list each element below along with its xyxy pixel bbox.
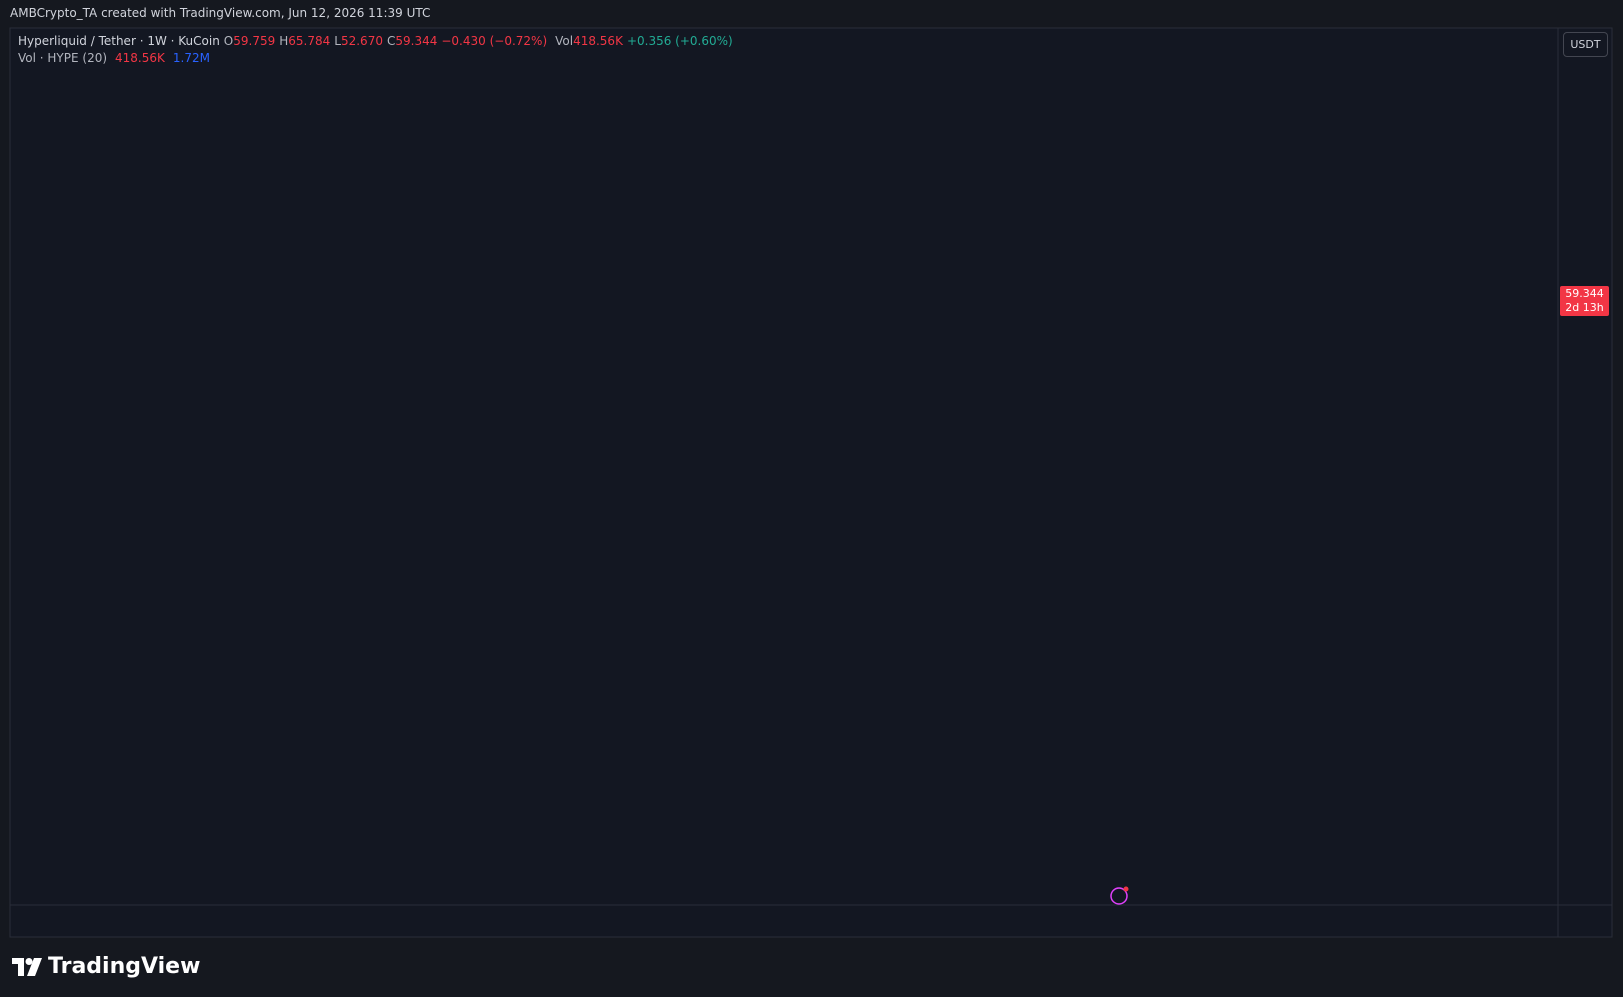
ohlc-key: O: [223, 34, 234, 48]
ohlc-key: L: [334, 34, 341, 48]
ohlc-value: 59.759: [233, 34, 276, 48]
ohlc: O59.759 H65.784 L52.670 C59.344: [224, 34, 438, 48]
price-tag: 59.344 2d 13h: [1560, 285, 1609, 316]
price-tag-countdown: 2d 13h: [1565, 300, 1604, 314]
ohlc-value: 65.784: [288, 34, 331, 48]
logo-icon: [12, 957, 42, 976]
ohlc-key: C: [386, 34, 396, 48]
vol-text: 418.56K: [573, 34, 623, 48]
ohlc-key: H: [279, 34, 289, 48]
volume-ma-value: 1.72M: [172, 51, 210, 65]
brand-text: TradingView: [48, 954, 201, 979]
volume-value: 418.56K: [115, 51, 165, 65]
vol-key: Vol: [555, 34, 574, 48]
ohlc-item: C59.344: [387, 34, 437, 48]
ohlc-item: O59.759: [224, 34, 275, 48]
price-tag-value: 59.344: [1565, 286, 1604, 300]
volume-name: Vol · HYPE (20): [18, 51, 108, 65]
attribution: AMBCrypto_TA created with TradingView.co…: [10, 6, 431, 20]
legend-volume: Vol · HYPE (20) 418.56K 1.72M: [18, 51, 210, 65]
symbol: Hyperliquid / Tether · 1W · KuCoin: [18, 34, 220, 48]
legend-main: Hyperliquid / Tether · 1W · KuCoin O59.7…: [18, 34, 733, 48]
brand-logo: TradingView: [12, 954, 200, 979]
ohlc-value: 52.670: [340, 34, 383, 48]
currency-button[interactable]: USDT: [1563, 32, 1608, 57]
ohlc-item: L52.670: [334, 34, 383, 48]
alert-dot: [1123, 886, 1129, 892]
ohlc-item: H65.784: [279, 34, 330, 48]
ohlc-value: 59.344: [395, 34, 438, 48]
alert-icon[interactable]: [1110, 887, 1128, 905]
chart-pane: [9, 27, 1613, 938]
change: −0.430 (−0.72%): [441, 34, 548, 48]
vol-change: +0.356 (+0.60%): [626, 34, 733, 48]
